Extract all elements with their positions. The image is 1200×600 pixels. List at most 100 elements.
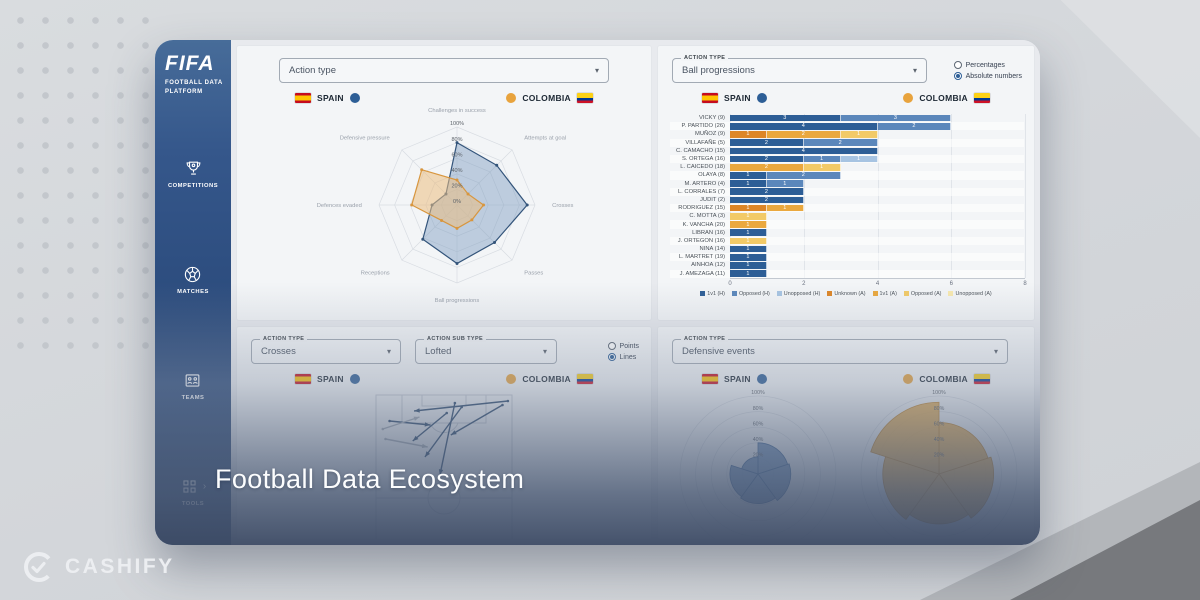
legend-away-team: COLOMBIA (506, 374, 593, 384)
panel-pitch: ACTION TYPE Crosses ▾ ACTION SUB TYPE Lo… (236, 326, 652, 540)
fifa-logo: FIFA FOOTBALL DATA PLATFORM (155, 40, 231, 97)
circle-shape (420, 168, 424, 172)
radio-selected-icon (953, 72, 962, 80)
away-color-dot (903, 374, 914, 384)
sidebar-item-label: MATCHES (177, 289, 209, 295)
circle-shape (470, 218, 474, 222)
bar-segment: 4 (730, 147, 878, 155)
text-shape: 20% (451, 184, 462, 190)
text-shape: 60% (451, 152, 462, 158)
text-shape: 80% (753, 406, 764, 412)
chevron-down-icon: ▾ (993, 347, 998, 356)
polygon-shape (413, 416, 420, 421)
action-type-dropdown[interactable]: Action type ▾ (279, 58, 609, 83)
team-legend: SPAIN COLOMBIA (237, 88, 651, 108)
radio-lines[interactable]: Lines (607, 353, 639, 361)
radio-points[interactable]: Points (607, 342, 639, 350)
circle-shape (440, 218, 444, 222)
rose-charts: 20% 40% 60% 80% 100% 20% 40% 60% 80% 100% (679, 390, 1018, 539)
text-shape: 100% (932, 390, 946, 396)
text-shape: 0% (453, 199, 461, 205)
rose-sector-colombia (870, 401, 940, 475)
bar-segment: 2 (877, 122, 952, 130)
bar-segment: 2 (766, 172, 841, 179)
roses-controls: ACTION TYPE Defensive events ▾ (658, 327, 1034, 364)
pitch-controls: ACTION TYPE Crosses ▾ ACTION SUB TYPE Lo… (237, 327, 651, 364)
radar-axis-label: Passes (524, 270, 543, 276)
sidebar-item-competitions[interactable]: COMPETITIONS (168, 159, 218, 189)
home-color-dot (349, 93, 360, 103)
sidebar-item-teams[interactable]: TEAMS (182, 371, 205, 401)
colombia-flag-icon (974, 93, 990, 103)
legend-away-team: COLOMBIA (903, 374, 990, 384)
legend-item: Unopposed (A) (948, 291, 992, 297)
action-sub-type-dropdown[interactable]: ACTION SUB TYPE Lofted ▾ (415, 335, 557, 364)
home-team-name: SPAIN (724, 374, 751, 384)
dropdown-value: Crosses (261, 346, 296, 357)
legend-home-team: SPAIN (702, 374, 767, 384)
bar-segment: 2 (803, 139, 878, 146)
team-legend: SPAIN COLOMBIA (658, 88, 1034, 108)
home-team-name: SPAIN (317, 93, 344, 103)
cross-line (450, 404, 503, 436)
text-shape: 100% (450, 121, 464, 127)
bar-segment: 2 (730, 155, 804, 163)
spain-flag-icon (702, 93, 718, 103)
circle-shape (466, 192, 470, 196)
bar-row: L. CAICEDO (18) 2 1 (670, 163, 1024, 171)
bar-segment: 3 (730, 114, 841, 122)
action-type-dropdown[interactable]: ACTION TYPE Defensive events ▾ (672, 335, 1008, 364)
legend-away-team: COLOMBIA (903, 93, 990, 103)
bar-row: LIBRAN (16) 1 (670, 229, 1024, 237)
circle-shape (495, 163, 499, 167)
home-team-name: SPAIN (724, 93, 751, 103)
text-shape: 40% (451, 168, 462, 174)
bar-series-legend: 1v1 (H) Opposed (H) Unopposed (H) Unknown (… (658, 291, 1034, 297)
bar-segment: 2 (766, 131, 841, 138)
bar-row: L. CORRALES (7) 2 (670, 187, 1024, 196)
tools-grid-icon (183, 480, 196, 493)
radio-absolute-numbers[interactable]: Absolute numbers (953, 72, 1022, 80)
chevron-right-icon: › (202, 481, 207, 492)
subtitle-line1: FOOTBALL DATA (165, 80, 223, 86)
bar-segment: 1 (730, 262, 767, 269)
bar-segment: 1 (730, 180, 767, 187)
bar-segment: 1 (730, 253, 767, 261)
action-type-dropdown[interactable]: ACTION TYPE Crosses ▾ (251, 335, 401, 364)
radio-percentages[interactable]: Percentages (953, 61, 1022, 69)
circle-shape (455, 178, 459, 182)
sidebar-item-tools[interactable]: › TOOLS (180, 477, 206, 507)
circle-shape (482, 203, 486, 207)
circle-shape (525, 203, 529, 207)
legend-item: 1v1 (H) (700, 291, 725, 297)
legend-home-team: SPAIN (702, 93, 767, 103)
radio-label: Percentages (965, 61, 1005, 69)
radio-label: Lines (619, 353, 637, 361)
away-color-dot (506, 374, 517, 384)
platform-subtitle: FOOTBALL DATA PLATFORM (165, 79, 225, 97)
dropdown-label: ACTION SUB TYPE (424, 335, 487, 342)
chevron-down-icon: ▾ (542, 347, 547, 356)
radio-label: Points (619, 342, 639, 350)
bar-segment: 3 (840, 114, 952, 122)
team-legend: SPAIN COLOMBIA (658, 369, 1034, 389)
legend-home-team: SPAIN (295, 93, 360, 103)
radio-selected-icon (607, 353, 616, 361)
spain-flag-icon (295, 93, 311, 103)
sidebar-item-matches[interactable]: MATCHES (177, 265, 209, 295)
bar-segment: 1 (730, 245, 767, 253)
action-type-dropdown[interactable]: ACTION TYPE Ball progressions ▾ (672, 54, 927, 83)
bar-segment: 1 (840, 155, 878, 163)
away-color-dot (903, 93, 914, 103)
chevron-down-icon: ▾ (386, 347, 391, 356)
circle-shape (445, 411, 449, 415)
bar-segment: 1 (803, 163, 841, 171)
bar-segment: 1 (730, 131, 767, 138)
cross-line (385, 438, 428, 448)
away-team-name: COLOMBIA (919, 93, 968, 103)
bar-segment: 2 (730, 163, 804, 171)
bar-row: L. MARTRET (19) 1 (670, 253, 1024, 262)
colombia-flag-icon (577, 93, 593, 103)
bar-segment: 2 (730, 196, 804, 204)
